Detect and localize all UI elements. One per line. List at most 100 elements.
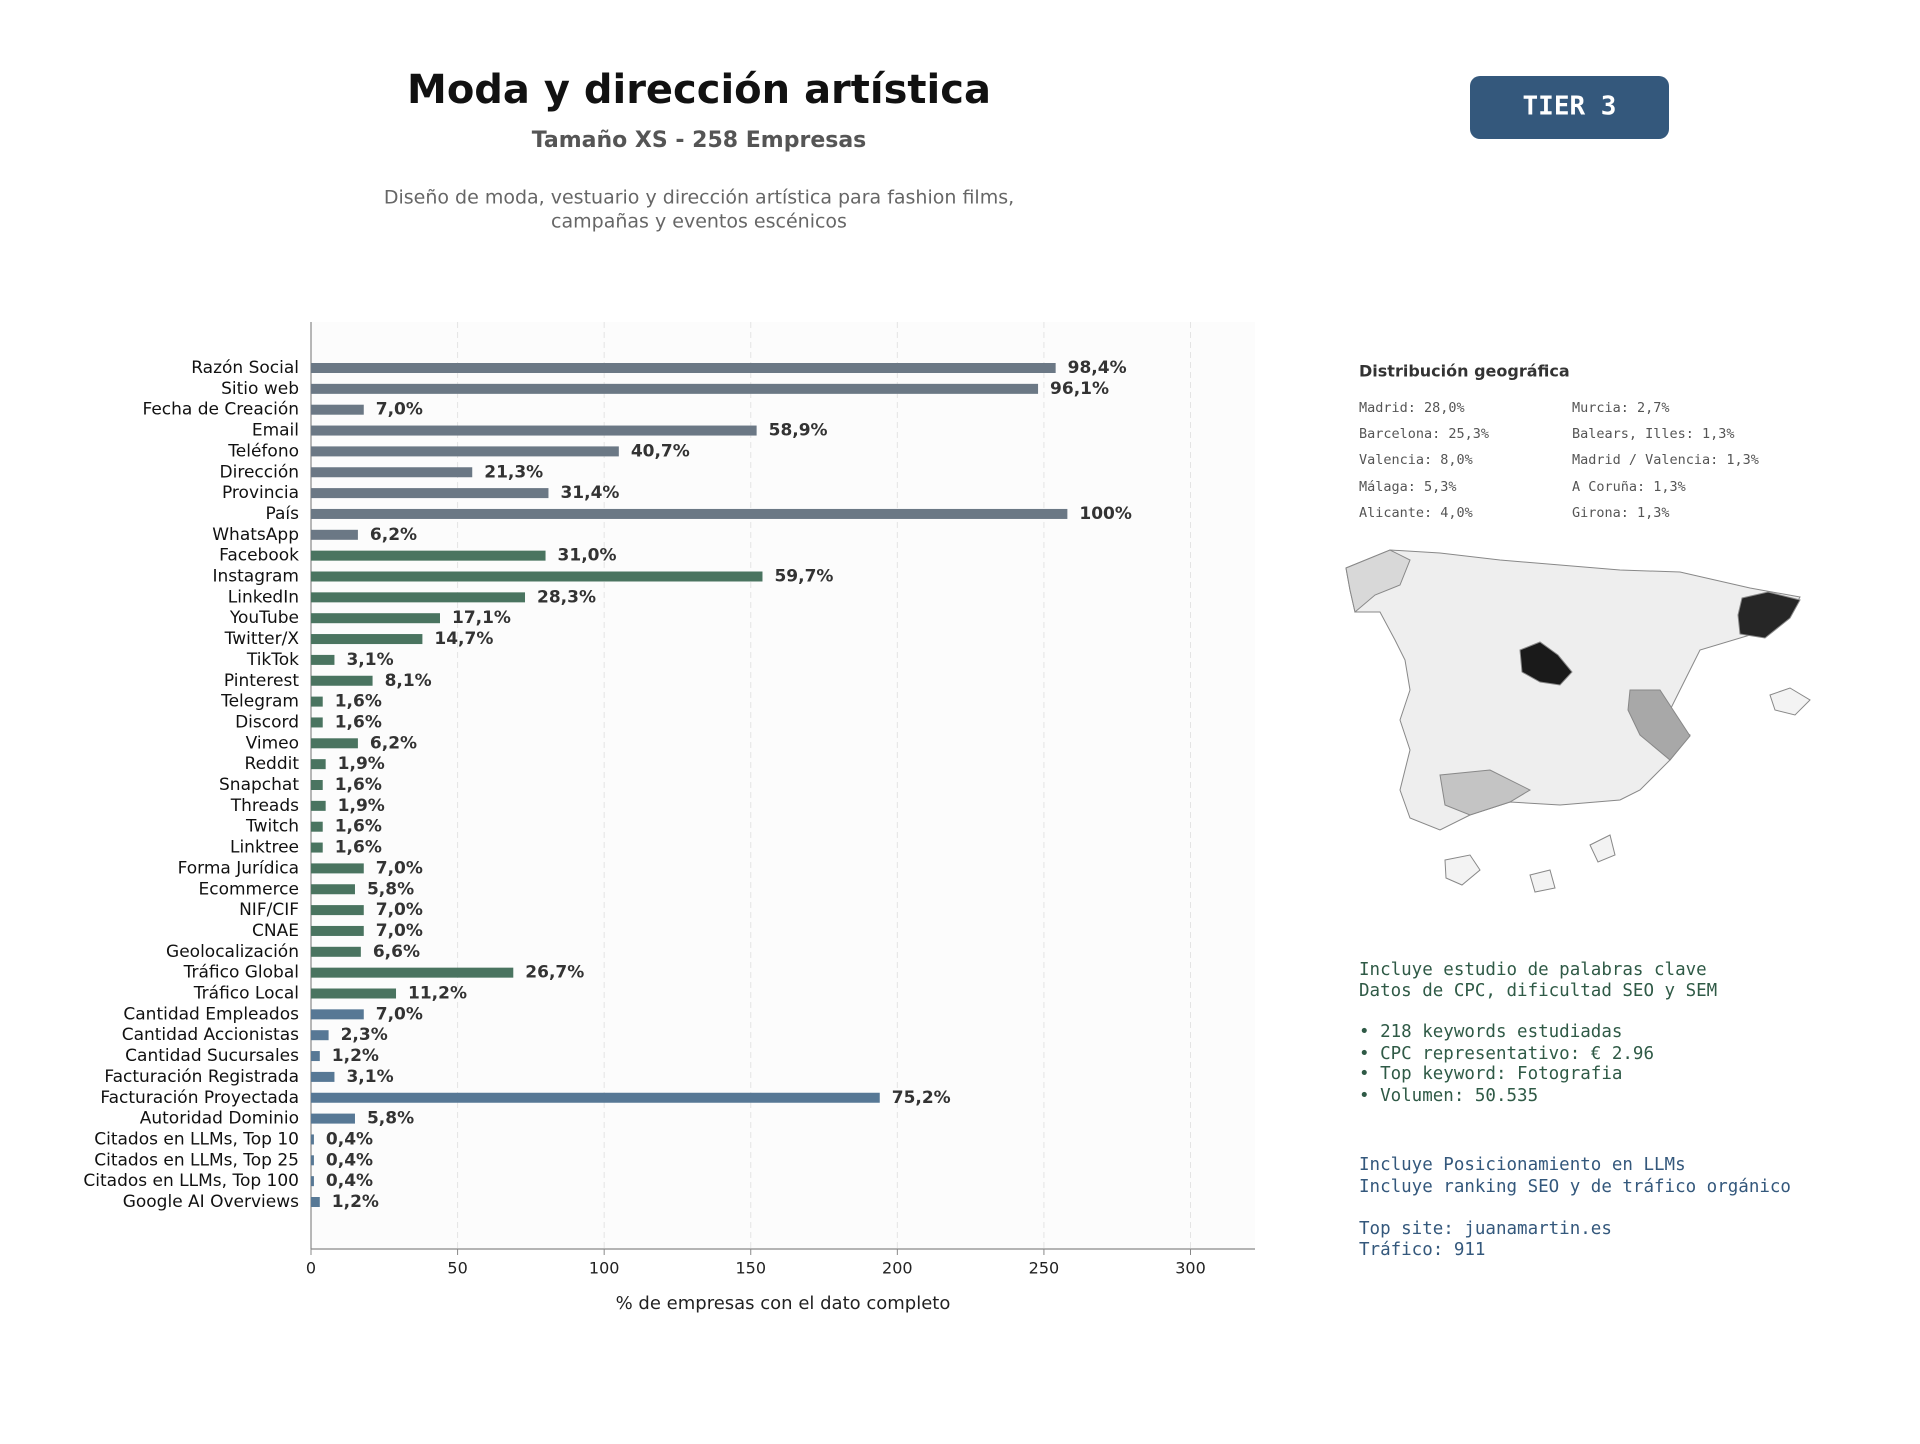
canarias — [1529, 869, 1556, 893]
value-label: 1,6% — [335, 692, 382, 712]
x-tick-label: 150 — [735, 1259, 766, 1278]
bar — [311, 467, 473, 478]
bar — [311, 550, 546, 561]
y-tick-label: Twitter/X — [224, 629, 300, 649]
bar — [311, 925, 364, 936]
y-tick-label: CNAE — [252, 921, 299, 941]
y-tick-label: Cantidad Empleados — [123, 1004, 299, 1024]
description: campañas y eventos escénicos — [551, 211, 847, 233]
y-tick-label: Razón Social — [191, 358, 299, 378]
value-label: 0,4% — [326, 1150, 373, 1170]
bar — [311, 1009, 364, 1020]
geo-item: Barcelona: 25,3% — [1359, 426, 1489, 442]
bar — [311, 1092, 880, 1103]
y-tick-label: Snapchat — [219, 775, 299, 795]
geo-item: Madrid: 28,0% — [1359, 400, 1465, 416]
bar — [311, 1071, 335, 1082]
value-label: 1,6% — [335, 838, 382, 858]
y-tick-label: Geolocalización — [166, 942, 299, 962]
llm-line: Top site: juanamartin.es — [1359, 1219, 1612, 1239]
y-tick-label: YouTube — [229, 608, 299, 628]
keyword-line: Datos de CPC, dificultad SEO y SEM — [1359, 981, 1717, 1001]
llm-line: Tráfico: 911 — [1359, 1240, 1485, 1260]
value-label: 17,1% — [452, 608, 511, 628]
bar — [311, 717, 323, 728]
y-tick-label: Email — [252, 421, 299, 441]
geo-item: A Coruña: 1,3% — [1572, 479, 1686, 495]
y-tick-label: Facebook — [219, 546, 299, 566]
bar — [311, 508, 1068, 519]
value-label: 59,7% — [774, 567, 833, 587]
y-tick-label: Discord — [235, 712, 299, 732]
y-tick-label: Dirección — [220, 462, 299, 482]
y-tick-label: Cantidad Sucursales — [125, 1046, 299, 1066]
value-label: 5,8% — [367, 1109, 414, 1129]
y-tick-label: Provincia — [222, 483, 299, 503]
y-tick-label: Instagram — [213, 567, 300, 587]
barcelona — [1737, 591, 1801, 639]
value-label: 3,1% — [346, 1067, 393, 1087]
bar — [311, 634, 423, 645]
value-label: 7,0% — [376, 400, 423, 420]
bar — [311, 613, 440, 624]
bar — [311, 675, 373, 686]
y-tick-label: Citados en LLMs, Top 10 — [94, 1129, 299, 1149]
canarias — [1589, 834, 1616, 863]
valencia — [1627, 689, 1691, 761]
x-tick-label: 0 — [306, 1259, 316, 1278]
geo-title: Distribución geográfica — [1359, 362, 1570, 381]
bar — [311, 1113, 355, 1124]
value-label: 8,1% — [385, 671, 432, 691]
value-label: 1,9% — [338, 754, 385, 774]
bar — [311, 759, 326, 770]
y-tick-label: Teléfono — [227, 441, 299, 461]
y-tick-label: Autoridad Dominio — [140, 1109, 299, 1129]
value-label: 26,7% — [525, 963, 584, 983]
value-label: 28,3% — [537, 587, 596, 607]
y-tick-label: TikTok — [246, 650, 299, 670]
bar — [311, 821, 323, 832]
bar — [311, 884, 355, 895]
geo-item: Madrid / Valencia: 1,3% — [1572, 452, 1759, 468]
y-tick-label: Sitio web — [221, 379, 299, 399]
bar — [311, 696, 323, 707]
value-label: 1,6% — [335, 775, 382, 795]
x-tick-label: 50 — [447, 1259, 467, 1278]
bar — [311, 446, 619, 457]
value-label: 100% — [1079, 504, 1132, 524]
bar — [311, 800, 326, 811]
y-tick-label: Tráfico Global — [183, 963, 299, 983]
y-tick-label: Facturación Registrada — [104, 1067, 299, 1087]
bar — [311, 863, 364, 874]
value-label: 11,2% — [408, 984, 467, 1004]
y-tick-label: Citados en LLMs, Top 25 — [94, 1150, 299, 1170]
x-tick-label: 100 — [589, 1259, 620, 1278]
keyword-line: • CPC representativo: € 2.96 — [1359, 1044, 1654, 1064]
tier-badge — [1470, 76, 1669, 139]
title: Moda y dirección artística — [407, 67, 991, 113]
y-tick-label: Facturación Proyectada — [100, 1088, 299, 1108]
value-label: 1,9% — [338, 796, 385, 816]
bar — [311, 967, 514, 978]
value-label: 96,1% — [1050, 379, 1109, 399]
value-label: 0,4% — [326, 1171, 373, 1191]
madrid — [1519, 641, 1573, 686]
value-label: 7,0% — [376, 921, 423, 941]
y-tick-label: Telegram — [220, 692, 299, 712]
value-label: 6,2% — [370, 733, 417, 753]
value-label: 14,7% — [434, 629, 493, 649]
plot-area — [311, 322, 1255, 1249]
tier-label: TIER 3 — [1523, 92, 1617, 122]
value-label: 1,6% — [335, 817, 382, 837]
geo-item: Murcia: 2,7% — [1572, 400, 1670, 416]
geo-item: Girona: 1,3% — [1572, 505, 1670, 521]
y-tick-label: LinkedIn — [228, 587, 299, 607]
value-label: 58,9% — [769, 421, 828, 441]
bar — [311, 1134, 314, 1145]
bar — [311, 571, 763, 582]
value-label: 6,2% — [370, 525, 417, 545]
keyword-line: • 218 keywords estudiadas — [1359, 1022, 1622, 1042]
keyword-line: • Volumen: 50.535 — [1359, 1086, 1538, 1106]
